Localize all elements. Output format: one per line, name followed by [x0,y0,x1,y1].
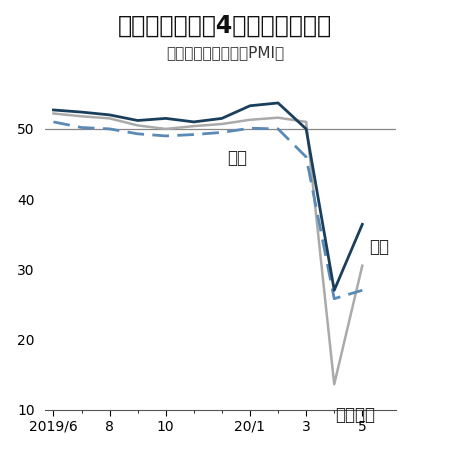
Text: 過去最悪だった4月から上昇した: 過去最悪だった4月から上昇した [118,14,332,38]
Text: ユーロ圏: ユーロ圏 [336,406,376,424]
Text: （各国・地域の統合PMI）: （各国・地域の統合PMI） [166,46,284,61]
Text: 日本: 日本 [228,148,248,167]
Text: 米国: 米国 [369,238,389,256]
